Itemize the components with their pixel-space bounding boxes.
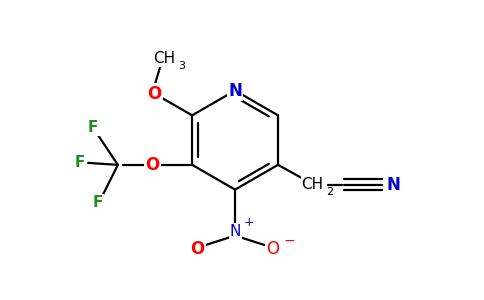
Text: N: N [229,224,241,239]
Text: F: F [93,195,103,210]
Text: O: O [266,240,279,258]
Text: O: O [148,85,162,103]
Text: −: − [284,234,295,248]
Text: O: O [145,156,160,174]
Text: +: + [243,216,254,229]
Text: N: N [228,82,242,100]
Text: N: N [387,176,401,194]
Text: F: F [75,155,85,170]
Text: CH: CH [302,177,324,192]
Text: 3: 3 [178,61,185,71]
Text: F: F [88,120,98,135]
Text: CH: CH [153,51,176,66]
Text: 2: 2 [326,187,333,196]
Text: O: O [190,240,205,258]
